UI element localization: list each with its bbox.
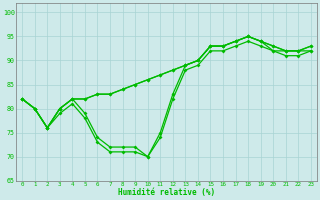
X-axis label: Humidité relative (%): Humidité relative (%) bbox=[118, 188, 215, 197]
